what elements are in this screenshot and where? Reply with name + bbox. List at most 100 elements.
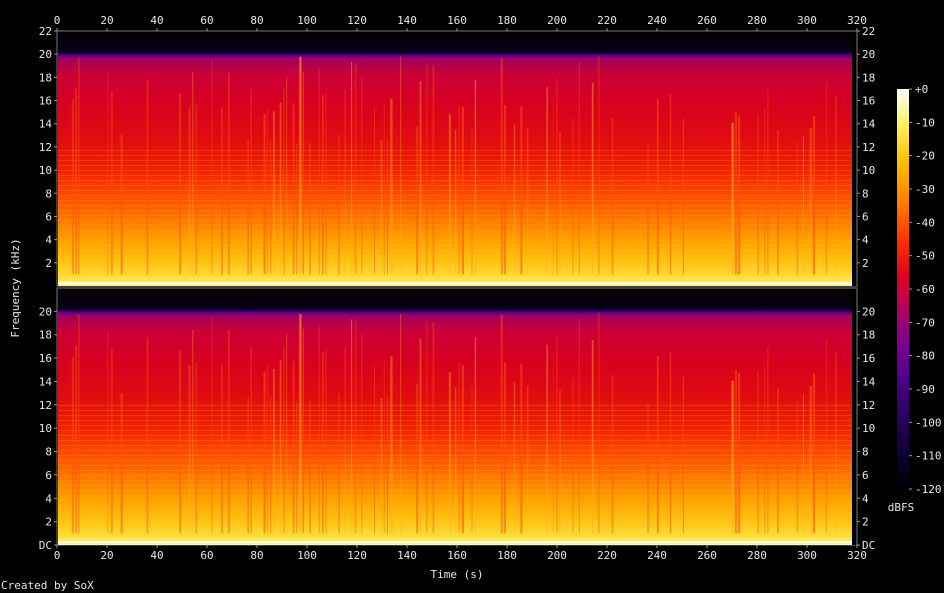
colorbar-tick-label: +0 (915, 83, 928, 96)
transient-streak (520, 363, 523, 534)
transient-streak (591, 82, 594, 275)
y-tick-label-left: 6 (45, 210, 52, 223)
transient-streak (611, 117, 614, 275)
x-tick-label-bottom: 300 (797, 549, 817, 562)
transient-streak (812, 116, 816, 275)
transient-streak (192, 72, 194, 275)
x-tick-label-top: 200 (547, 14, 567, 27)
transient-streak (107, 72, 109, 275)
transient-streak (383, 103, 385, 275)
transient-streak (221, 107, 223, 275)
x-tick-label-bottom: 80 (250, 549, 263, 562)
y-tick-label-left: 10 (39, 164, 52, 177)
x-tick-label-top: 40 (150, 14, 163, 27)
transient-streak (318, 326, 320, 534)
harmonic-bands (58, 146, 852, 286)
transient-streak (250, 346, 252, 534)
y-tick-label-right: 14 (862, 375, 876, 388)
colorbar-tick-label: -90 (915, 383, 935, 396)
x-tick-label-bottom: 140 (397, 549, 417, 562)
colorbar-tick-label: -40 (915, 216, 935, 229)
transient-streak (764, 108, 766, 275)
transient-streak (448, 114, 451, 275)
transient-streak (738, 373, 741, 534)
transient-streak (734, 112, 737, 275)
transient-streak (192, 329, 194, 534)
x-tick-label-top: 80 (250, 14, 263, 27)
y-tick-label-right: 20 (862, 305, 875, 318)
transient-streak (325, 349, 327, 534)
y-tick-label-right: 14 (862, 118, 876, 131)
transient-streak (731, 122, 734, 275)
transient-streak (263, 114, 266, 275)
transient-streak (71, 99, 74, 275)
transient-streak (591, 340, 594, 534)
transient-streak (419, 338, 422, 534)
transient-streak (552, 352, 554, 534)
transient-streak (383, 361, 385, 534)
transient-streak (500, 57, 503, 275)
y-axis-label: Frequency (kHz) (9, 238, 22, 337)
transient-streak (738, 115, 741, 275)
transient-streak (211, 59, 213, 275)
transient-streak (390, 98, 393, 275)
transient-streak (400, 56, 402, 275)
x-tick-label-bottom: 60 (200, 549, 213, 562)
transient-streak (227, 330, 230, 534)
y-tick-label-left: 22 (39, 25, 52, 38)
transient-streak (526, 385, 529, 534)
x-tick-label-top: 300 (797, 14, 817, 27)
transient-streak (270, 139, 272, 275)
transient-streak (322, 352, 324, 534)
transient-streak (426, 63, 428, 275)
transient-streak (75, 88, 77, 275)
y-tick-label-right: 12 (862, 141, 875, 154)
transient-streak (647, 404, 650, 534)
transient-streak (270, 396, 272, 534)
transient-streak (461, 364, 464, 534)
silence-region (852, 32, 856, 286)
transient-streak (387, 397, 388, 534)
transient-streak (559, 132, 561, 275)
transient-streak (380, 140, 383, 275)
transient-streak (572, 119, 574, 275)
transient-streak (764, 366, 766, 534)
y-tick-label-left: 16 (39, 95, 52, 108)
transient-streak (432, 322, 435, 534)
y-tick-label-right: 10 (862, 422, 875, 435)
x-axis-label: Time (s) (431, 568, 484, 581)
transient-streak (455, 387, 457, 534)
colorbar-label: dBFS (888, 501, 915, 514)
transient-streak (656, 356, 659, 534)
transient-streak (227, 72, 230, 275)
transient-streak (767, 89, 769, 275)
transient-streak (266, 108, 269, 275)
transient-streak (338, 134, 340, 275)
x-tick-label-top: 280 (747, 14, 767, 27)
dc-energy-line (58, 540, 852, 543)
transient-streak (812, 373, 816, 534)
transient-streak (221, 365, 223, 534)
x-tick-label-top: 20 (100, 14, 113, 27)
y-tick-label-right: 22 (862, 25, 875, 38)
transient-streak (361, 334, 363, 534)
transient-streak (559, 390, 561, 534)
y-tick-label-left: 16 (39, 352, 52, 365)
x-tick-label-top: 160 (447, 14, 467, 27)
transient-streak (283, 345, 286, 534)
transient-streak (273, 111, 275, 275)
transient-streak (146, 337, 149, 534)
y-tick-label-left: 8 (45, 187, 52, 200)
transient-streak (825, 81, 828, 275)
x-tick-label-bottom: 40 (150, 549, 163, 562)
transient-streak (361, 76, 363, 275)
x-tick-label-top: 120 (347, 14, 367, 27)
transient-streak (195, 104, 198, 275)
x-tick-label-bottom: 120 (347, 549, 367, 562)
y-tick-label-right: 4 (862, 234, 869, 247)
transient-streak (458, 362, 460, 534)
y-tick-label-right: 16 (862, 95, 875, 108)
x-tick-label-bottom: 0 (54, 549, 61, 562)
transient-streak (552, 95, 554, 275)
colorbar-tick-label: -20 (915, 150, 935, 163)
